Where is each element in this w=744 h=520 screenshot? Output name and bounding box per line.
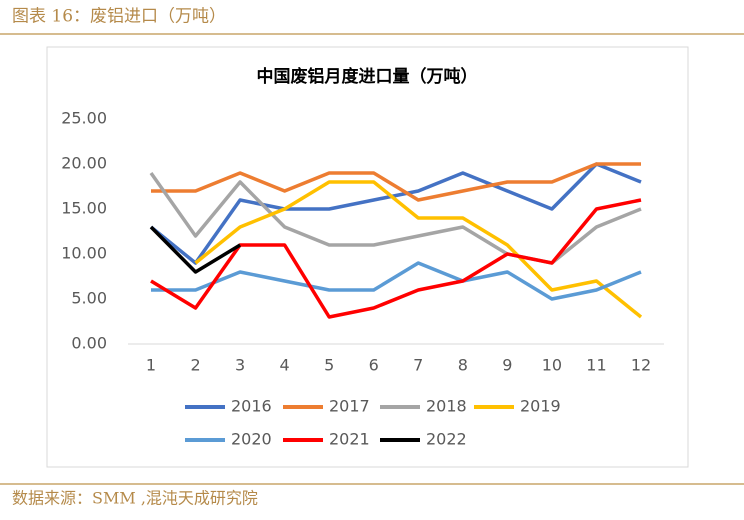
x-tick-label: 5 bbox=[324, 356, 334, 375]
x-tick-label: 9 bbox=[502, 356, 512, 375]
series-line bbox=[151, 261, 642, 301]
x-tick-label: 1 bbox=[146, 356, 156, 375]
series-line bbox=[150, 198, 642, 319]
legend-label: 2016 bbox=[231, 397, 272, 416]
chart-frame bbox=[46, 46, 689, 468]
series-line bbox=[149, 225, 241, 274]
x-tick-label: 6 bbox=[369, 356, 379, 375]
x-tick-label: 11 bbox=[586, 356, 606, 375]
y-tick-label: 10.00 bbox=[61, 244, 107, 263]
y-tick-label: 20.00 bbox=[61, 154, 107, 173]
y-tick-label: 5.00 bbox=[71, 289, 107, 308]
header-title: 图表 16：废铝进口（万吨） bbox=[12, 7, 226, 27]
series-line bbox=[149, 171, 642, 265]
y-tick-label: 25.00 bbox=[61, 109, 107, 128]
y-tick-label: 0.00 bbox=[71, 334, 107, 353]
x-tick-label: 12 bbox=[631, 356, 651, 375]
legend-label: 2017 bbox=[329, 397, 370, 416]
legend-label: 2020 bbox=[231, 430, 272, 449]
x-tick-label: 10 bbox=[542, 356, 562, 375]
x-tick-label: 7 bbox=[413, 356, 423, 375]
series-line bbox=[194, 180, 643, 319]
x-tick-label: 2 bbox=[190, 356, 200, 375]
footer-source: 数据来源：SMM ,混沌天成研究院 bbox=[12, 489, 258, 508]
x-tick-label: 8 bbox=[458, 356, 468, 375]
series-line bbox=[151, 162, 641, 202]
legend-label: 2019 bbox=[520, 397, 561, 416]
series-line bbox=[149, 162, 642, 265]
legend-label: 2022 bbox=[426, 430, 467, 449]
y-tick-label: 15.00 bbox=[61, 199, 107, 218]
x-tick-label: 4 bbox=[280, 356, 290, 375]
chart-title: 中国废铝月度进口量（万吨） bbox=[257, 66, 478, 87]
legend-label: 2021 bbox=[329, 430, 370, 449]
legend-label: 2018 bbox=[426, 397, 467, 416]
x-tick-label: 3 bbox=[235, 356, 245, 375]
